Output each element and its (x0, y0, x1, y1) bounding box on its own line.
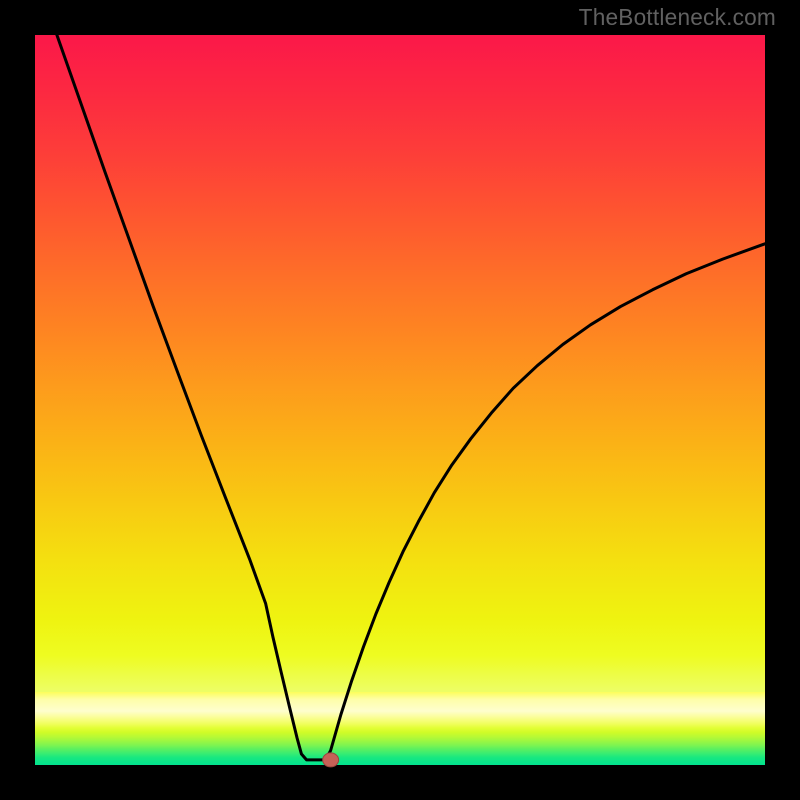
plot-background (35, 35, 765, 765)
watermark-label: TheBottleneck.com (579, 4, 776, 31)
figure-root: TheBottleneck.com (0, 0, 800, 800)
optimal-point-marker (323, 753, 339, 767)
chart-svg (0, 0, 800, 800)
